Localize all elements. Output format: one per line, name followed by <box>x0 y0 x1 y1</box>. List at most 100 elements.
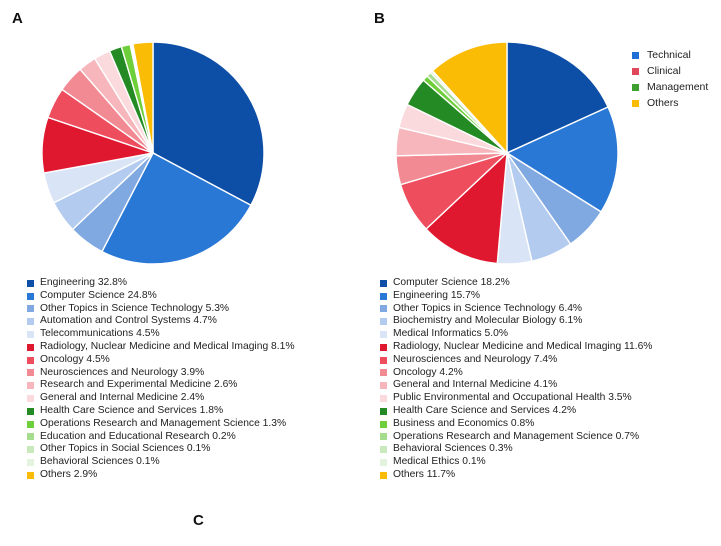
legend-item: Radiology, Nuclear Medicine and Medical … <box>380 341 652 354</box>
legend-swatch <box>27 356 34 364</box>
legend-swatch <box>27 331 34 339</box>
legend-label: Others 2.9% <box>40 468 98 480</box>
legend-swatch <box>27 459 34 467</box>
group-legend-item: Clinical <box>632 63 708 79</box>
legend-label: Health Care Science and Services 4.2% <box>393 404 577 416</box>
legend-label: Telecommunications 4.5% <box>40 328 160 340</box>
legend-swatch <box>380 446 387 454</box>
legend-swatch <box>380 459 387 467</box>
legend-label: Engineering 32.8% <box>40 277 128 288</box>
legend-swatch <box>27 382 34 390</box>
group-legend-item: Management <box>632 79 708 95</box>
legend-swatch <box>380 420 387 428</box>
legend-label: Medical Ethics 0.1% <box>393 456 486 468</box>
legend-item: Automation and Control Systems 4.7% <box>27 315 295 328</box>
legend-swatch <box>27 343 34 351</box>
legend-label: Operations Research and Management Scien… <box>40 417 287 429</box>
legend-swatch <box>27 433 34 441</box>
legend-label: Radiology, Nuclear Medicine and Medical … <box>40 340 295 352</box>
legend-item: Computer Science 18.2% <box>380 277 652 290</box>
legend-label: Business and Economics 0.8% <box>393 417 535 429</box>
legend-item: Other Topics in Science Technology 6.4% <box>380 303 652 316</box>
pie-slice <box>132 41 154 154</box>
legend-label: Neurosciences and Neurology 7.4% <box>393 353 558 365</box>
legend-swatch <box>27 471 34 479</box>
group-legend-swatch <box>632 99 639 107</box>
legend-swatch <box>27 305 34 313</box>
legend-label: Medical Informatics 5.0% <box>393 328 509 340</box>
group-legend-swatch <box>632 67 639 75</box>
legend-label: Public Environmental and Occupational He… <box>393 392 632 404</box>
legend-swatch <box>380 292 387 300</box>
legend-label: Behavioral Sciences 0.1% <box>40 456 160 468</box>
legend-swatch <box>380 279 387 287</box>
pie-chart-a <box>41 41 265 265</box>
legend-label: Education and Educational Research 0.2% <box>40 430 236 442</box>
legend-item: General and Internal Medicine 4.1% <box>380 379 652 392</box>
legend-label: General and Internal Medicine 2.4% <box>40 392 205 404</box>
legend-swatch <box>27 420 34 428</box>
legend-swatch <box>27 446 34 454</box>
group-legend-label: Technical <box>647 49 691 61</box>
legend-item: Others 2.9% <box>27 469 295 482</box>
legend-label: General and Internal Medicine 4.1% <box>393 379 558 391</box>
legend-swatch <box>380 356 387 364</box>
legend-item: Behavioral Sciences 0.3% <box>380 443 652 456</box>
legend-swatch <box>27 292 34 300</box>
pie-chart-b <box>395 41 619 265</box>
group-legend-swatch <box>632 83 639 91</box>
group-legend-label: Clinical <box>647 65 681 77</box>
legend-item: Biochemistry and Molecular Biology 6.1% <box>380 315 652 328</box>
group-legend-label: Others <box>647 97 679 109</box>
legend-swatch <box>380 382 387 390</box>
pie-slice <box>505 106 619 213</box>
panel-label-a: A <box>12 10 23 27</box>
legend-item: Neurosciences and Neurology 3.9% <box>27 367 295 380</box>
legend-label: Other Topics in Social Sciences 0.1% <box>40 443 211 455</box>
legend-b: Computer Science 18.2% Engineering 15.7% O… <box>380 277 652 482</box>
legend-label: Automation and Control Systems 4.7% <box>40 315 217 327</box>
legend-swatch <box>27 407 34 415</box>
legend-swatch <box>380 395 387 403</box>
pie-slice <box>152 41 265 207</box>
legend-swatch <box>27 318 34 326</box>
group-legend-swatch <box>632 51 639 59</box>
panel-label-c: C <box>193 512 204 529</box>
pie-slice <box>425 151 508 265</box>
legend-swatch <box>380 407 387 415</box>
legend-label: Other Topics in Science Technology 6.4% <box>393 302 583 314</box>
legend-item: Medical Ethics 0.1% <box>380 456 652 469</box>
legend-swatch <box>27 395 34 403</box>
legend-item: Engineering 32.8% <box>27 277 295 290</box>
legend-item: Medical Informatics 5.0% <box>380 328 652 341</box>
legend-item: Oncology 4.5% <box>27 354 295 367</box>
group-legend-label: Management <box>647 81 709 93</box>
legend-label: Radiology, Nuclear Medicine and Medical … <box>393 340 653 352</box>
legend-item: Computer Science 24.8% <box>27 290 295 303</box>
legend-label: Behavioral Sciences 0.3% <box>393 443 513 455</box>
legend-swatch <box>380 331 387 339</box>
legend-label: Others 11.7% <box>393 468 456 480</box>
legend-label: Oncology 4.5% <box>40 353 110 365</box>
legend-item: Oncology 4.2% <box>380 367 652 380</box>
legend-a: Engineering 32.8% Computer Science 24.8% O… <box>27 277 295 482</box>
legend-label: Engineering 15.7% <box>393 289 481 301</box>
legend-label: Neurosciences and Neurology 3.9% <box>40 366 205 378</box>
legend-item: Engineering 15.7% <box>380 290 652 303</box>
legend-swatch <box>380 433 387 441</box>
panel-label-b: B <box>374 10 385 27</box>
legend-item: Neurosciences and Neurology 7.4% <box>380 354 652 367</box>
legend-swatch <box>380 471 387 479</box>
legend-item: Research and Experimental Medicine 2.6% <box>27 379 295 392</box>
group-legend-item: Others <box>632 95 708 111</box>
legend-item: Others 11.7% <box>380 469 652 482</box>
legend-swatch <box>27 279 34 287</box>
legend-item: Other Topics in Social Sciences 0.1% <box>27 443 295 456</box>
pie-slice <box>506 41 609 155</box>
legend-label: Other Topics in Science Technology 5.3% <box>40 302 230 314</box>
legend-item: Public Environmental and Occupational He… <box>380 392 652 405</box>
legend-item: General and Internal Medicine 2.4% <box>27 392 295 405</box>
legend-item: Radiology, Nuclear Medicine and Medical … <box>27 341 295 354</box>
legend-item: Operations Research and Management Scien… <box>27 418 295 431</box>
legend-label: Health Care Science and Services 1.8% <box>40 404 224 416</box>
